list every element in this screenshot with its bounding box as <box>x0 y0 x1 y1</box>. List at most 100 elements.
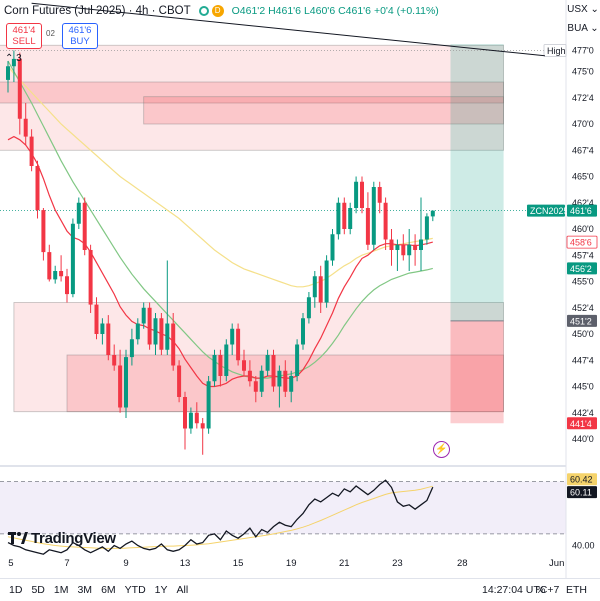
candle[interactable] <box>377 181 382 214</box>
symbol-title[interactable]: Corn Futures (Jul 2025) · 4h · CBOT <box>4 5 191 17</box>
sell-button[interactable]: 461'4 SELL <box>6 23 42 49</box>
timeframe-6m[interactable]: 6M <box>101 584 116 596</box>
timeframe-3m[interactable]: 3M <box>77 584 93 596</box>
candle[interactable] <box>29 129 34 172</box>
candle[interactable] <box>17 52 22 135</box>
price-pane[interactable] <box>0 44 566 455</box>
candle[interactable] <box>360 176 364 214</box>
supply-demand-zone[interactable] <box>0 81 504 104</box>
candle[interactable] <box>413 234 418 266</box>
candle[interactable] <box>330 229 335 266</box>
candle[interactable] <box>312 271 317 308</box>
price-label-symbol[interactable]: ZCN2025 <box>527 204 569 217</box>
candle[interactable] <box>70 218 75 298</box>
candle[interactable] <box>171 313 176 371</box>
candle[interactable] <box>124 349 128 418</box>
candle[interactable] <box>65 268 69 303</box>
currency-selector[interactable]: USX ⌄ <box>566 4 600 15</box>
candle[interactable] <box>194 402 199 429</box>
candle[interactable] <box>424 213 429 245</box>
timeframe-1m[interactable]: 1M <box>53 584 69 596</box>
candle[interactable] <box>23 103 28 145</box>
buy-button[interactable]: 461'6 BUY <box>62 23 98 49</box>
candle[interactable] <box>159 313 164 355</box>
candle[interactable] <box>419 197 423 272</box>
candle[interactable] <box>277 365 282 408</box>
candle[interactable] <box>295 339 300 382</box>
candle[interactable] <box>76 197 81 230</box>
candle[interactable] <box>259 365 264 398</box>
rsi-label-rsi_ma[interactable]: 60.42 <box>567 473 597 486</box>
trendline[interactable] <box>31 2 545 57</box>
session-toggle[interactable]: ETH <box>566 584 587 596</box>
candle[interactable] <box>165 260 170 356</box>
supply-demand-zone[interactable] <box>0 44 504 151</box>
timeframe-all[interactable]: All <box>176 584 189 596</box>
candle[interactable] <box>147 302 152 350</box>
candle[interactable] <box>336 197 341 240</box>
price-label-zone_red[interactable]: 441'4 <box>567 417 597 430</box>
timeframe-1d[interactable]: 1D <box>9 584 23 596</box>
lightning-icon[interactable]: ⚡ <box>433 441 450 458</box>
rsi-pane[interactable] <box>0 479 566 555</box>
price-label-high[interactable]: High <box>543 44 567 57</box>
candle[interactable] <box>224 339 229 382</box>
timeframe-5d[interactable]: 5D <box>31 584 45 596</box>
unit-selector[interactable]: BUA ⌄ <box>566 23 600 34</box>
candle[interactable] <box>212 349 217 387</box>
candle[interactable] <box>289 370 294 403</box>
data-status-badge[interactable]: D <box>211 5 224 17</box>
candle[interactable] <box>318 265 323 313</box>
candle[interactable] <box>324 255 329 308</box>
supply-demand-zone[interactable] <box>143 96 504 125</box>
candle[interactable] <box>247 360 252 387</box>
candle[interactable] <box>35 160 40 219</box>
candle[interactable] <box>88 244 93 313</box>
candle[interactable] <box>135 318 140 345</box>
candle[interactable] <box>47 244 52 282</box>
rsi-label-rsi[interactable]: 60.11 <box>567 486 597 499</box>
tradingview-logo[interactable]: TradingView <box>8 530 116 547</box>
candle[interactable] <box>106 315 111 361</box>
candle[interactable] <box>41 208 46 261</box>
candle[interactable] <box>265 349 270 376</box>
candle[interactable] <box>11 50 16 83</box>
candle[interactable] <box>94 297 99 340</box>
position-target-area[interactable] <box>450 44 504 321</box>
price-label-zone[interactable]: 451'2 <box>567 314 597 327</box>
candle[interactable] <box>283 360 288 397</box>
candle[interactable] <box>306 292 311 324</box>
candle[interactable] <box>129 328 134 366</box>
candle[interactable] <box>141 302 146 329</box>
price-label-ma_green[interactable]: 456'2 <box>567 262 597 275</box>
candle[interactable] <box>253 376 258 403</box>
candle[interactable] <box>153 313 158 355</box>
candle[interactable] <box>112 344 117 371</box>
candle[interactable] <box>188 407 193 434</box>
candle[interactable] <box>365 192 370 250</box>
candle[interactable] <box>177 360 182 403</box>
candle[interactable] <box>430 210 435 222</box>
candle[interactable] <box>100 318 105 345</box>
candle[interactable] <box>383 197 388 251</box>
candle[interactable] <box>118 349 123 413</box>
clock[interactable]: 14:27:04 UTC+7 <box>482 584 560 596</box>
candle[interactable] <box>200 418 205 455</box>
log-toggle[interactable]: % <box>536 584 546 596</box>
price-label-ma_red[interactable]: 458'6 <box>566 235 598 249</box>
candle[interactable] <box>218 349 223 387</box>
candle[interactable] <box>6 61 10 93</box>
timeframe-ytd[interactable]: YTD <box>124 584 146 596</box>
position-stop-area[interactable] <box>450 320 504 424</box>
candle[interactable] <box>395 239 400 272</box>
candle[interactable] <box>407 229 412 271</box>
candle[interactable] <box>348 202 353 235</box>
price-label-last[interactable]: 461'6 <box>567 204 597 217</box>
candle[interactable] <box>230 323 235 356</box>
candle[interactable] <box>371 181 376 250</box>
candle[interactable] <box>389 229 394 266</box>
candle[interactable] <box>301 313 305 350</box>
timeframe-1y[interactable]: 1Y <box>154 584 168 596</box>
candle[interactable] <box>53 265 58 284</box>
